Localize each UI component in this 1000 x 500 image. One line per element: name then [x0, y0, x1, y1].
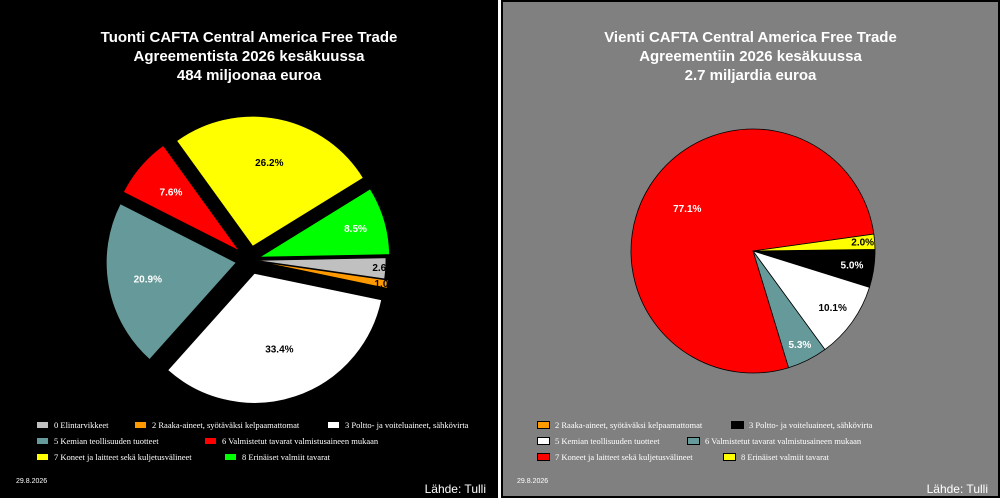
export-date: 29.8.2026 [517, 478, 549, 485]
import-slice-label-2: 33.4% [265, 344, 293, 355]
import-slice-4 [122, 144, 240, 252]
export-legend-item-3: 6 Valmistetut tavarat valmistusaineen mu… [687, 436, 861, 446]
export-legend-swatch-5 [723, 453, 736, 461]
export-legend-item-4: 7 Koneet ja laitteet sekä kuljetusväline… [537, 452, 693, 462]
export-legend-swatch-2 [537, 437, 550, 445]
import-legend-swatch-6 [224, 453, 237, 461]
import-legend-label-4: 6 Valmistetut tavarat valmistusaineen mu… [222, 436, 379, 446]
import-slice-label-0: 2.6% [372, 263, 395, 274]
export-pie-chart: 5.0% 10.1% 5.3% 77.1% 2.0% [630, 128, 876, 374]
export-title-line-3: 2.7 miljardia euroa [684, 67, 817, 84]
import-legend-swatch-4 [204, 437, 217, 445]
import-legend-label-5: 7 Koneet ja laitteet sekä kuljetusväline… [54, 452, 192, 462]
import-legend-swatch-2 [327, 421, 340, 429]
export-legend-label-4: 7 Koneet ja laitteet sekä kuljetusväline… [555, 452, 693, 462]
import-legend-label-0: 0 Elintarvikkeet [54, 420, 109, 430]
import-slice-6 [258, 188, 390, 258]
export-slice-2 [751, 250, 870, 351]
import-legend-item-1: 2 Raaka-aineet, syötäväksi kelpaamattoma… [134, 420, 299, 430]
import-legend-item-3: 5 Kemian teollisuuden tuotteet [36, 436, 159, 446]
export-slice-label-4: 77.1% [673, 204, 701, 215]
export-slice-label-1: 5.0% [841, 260, 864, 271]
import-slice-label-3: 20.9% [134, 274, 162, 285]
import-slice-label-6: 8.5% [344, 224, 367, 235]
import-chart-panel: Tuonti CAFTA Central America Free Trade … [0, 0, 498, 498]
import-legend-swatch-0 [36, 421, 49, 429]
export-chart-title: Vienti CAFTA Central America Free Trade … [503, 28, 998, 85]
export-chart-panel: Vienti CAFTA Central America Free Trade … [501, 0, 1000, 498]
import-slice-label-4: 7.6% [160, 187, 183, 198]
export-slice-label-5: 2.0% [851, 238, 874, 249]
import-legend-item-4: 6 Valmistetut tavarat valmistusaineen mu… [204, 436, 378, 446]
import-date: 29.8.2026 [16, 478, 48, 485]
import-slice-2 [167, 272, 383, 404]
export-slice-label-2: 10.1% [818, 303, 846, 314]
export-legend-item-0: 2 Raaka-aineet, syötäväksi kelpaamattoma… [537, 420, 702, 430]
import-slice-3 [105, 203, 237, 361]
import-source: Lähde: Tulli [424, 482, 486, 496]
export-legend-item-1: 3 Poltto- ja voiteluaineet, sähkövirta [731, 420, 872, 430]
import-title-line-3: 484 miljoonaa euroa [176, 67, 322, 84]
import-legend-label-1: 2 Raaka-aineet, syötäväksi kelpaamattoma… [152, 420, 300, 430]
import-slice-label-1: 1.0% [375, 279, 398, 290]
export-legend-item-2: 5 Kemian teollisuuden tuotteet [537, 436, 660, 446]
import-slice-5 [176, 115, 364, 247]
export-slice-label-3: 5.3% [788, 340, 811, 351]
export-legend-label-5: 8 Erinäiset valmiit tavarat [741, 452, 830, 462]
import-legend-item-5: 7 Koneet ja laitteet sekä kuljetusväline… [36, 452, 192, 462]
import-slice-1 [259, 261, 389, 289]
import-slice-label-5: 26.2% [255, 158, 283, 169]
export-slice-4 [630, 128, 875, 374]
import-legend-item-2: 3 Poltto- ja voiteluaineet, sähkövirta [327, 420, 468, 430]
export-legend-label-3: 6 Valmistetut tavarat valmistusaineen mu… [705, 436, 862, 446]
export-legend-swatch-4 [537, 453, 550, 461]
import-legend-item-6: 8 Erinäiset valmiit tavarat [224, 452, 330, 462]
export-slice-5 [752, 233, 876, 252]
import-legend-label-2: 3 Poltto- ja voiteluaineet, sähkövirta [345, 420, 469, 430]
import-chart-title: Tuonti CAFTA Central America Free Trade … [2, 28, 496, 85]
import-legend-swatch-5 [36, 453, 49, 461]
import-legend-swatch-3 [36, 437, 49, 445]
export-title-line-1: Vienti CAFTA Central America Free Trade [604, 29, 897, 46]
export-source: Lähde: Tulli [926, 482, 988, 496]
import-slice-0 [255, 257, 387, 280]
export-legend-item-5: 8 Erinäiset valmiit tavarat [723, 452, 829, 462]
export-legend-swatch-1 [731, 421, 744, 429]
import-legend-label-6: 8 Erinäiset valmiit tavarat [242, 452, 331, 462]
export-title-line-2: Agreementiin 2026 kesäkuussa [639, 48, 862, 65]
export-legend-label-0: 2 Raaka-aineet, syötäväksi kelpaamattoma… [555, 420, 703, 430]
import-legend-swatch-1 [134, 421, 147, 429]
import-legend-label-3: 5 Kemian teollisuuden tuotteet [54, 436, 159, 446]
export-legend-swatch-3 [687, 437, 700, 445]
import-pie-chart: 2.6% 1.0% 33.4% 20.9% 7.6% 26.2% 8.5% [105, 115, 398, 404]
import-legend-item-0: 0 Elintarvikkeet [36, 420, 109, 430]
export-legend-label-2: 5 Kemian teollisuuden tuotteet [555, 436, 660, 446]
export-legend-label-1: 3 Poltto- ja voiteluaineet, sähkövirta [749, 420, 873, 430]
import-title-line-1: Tuonti CAFTA Central America Free Trade [100, 29, 398, 46]
export-legend-swatch-0 [537, 421, 550, 429]
import-title-line-2: Agreementista 2026 kesäkuussa [133, 48, 365, 65]
